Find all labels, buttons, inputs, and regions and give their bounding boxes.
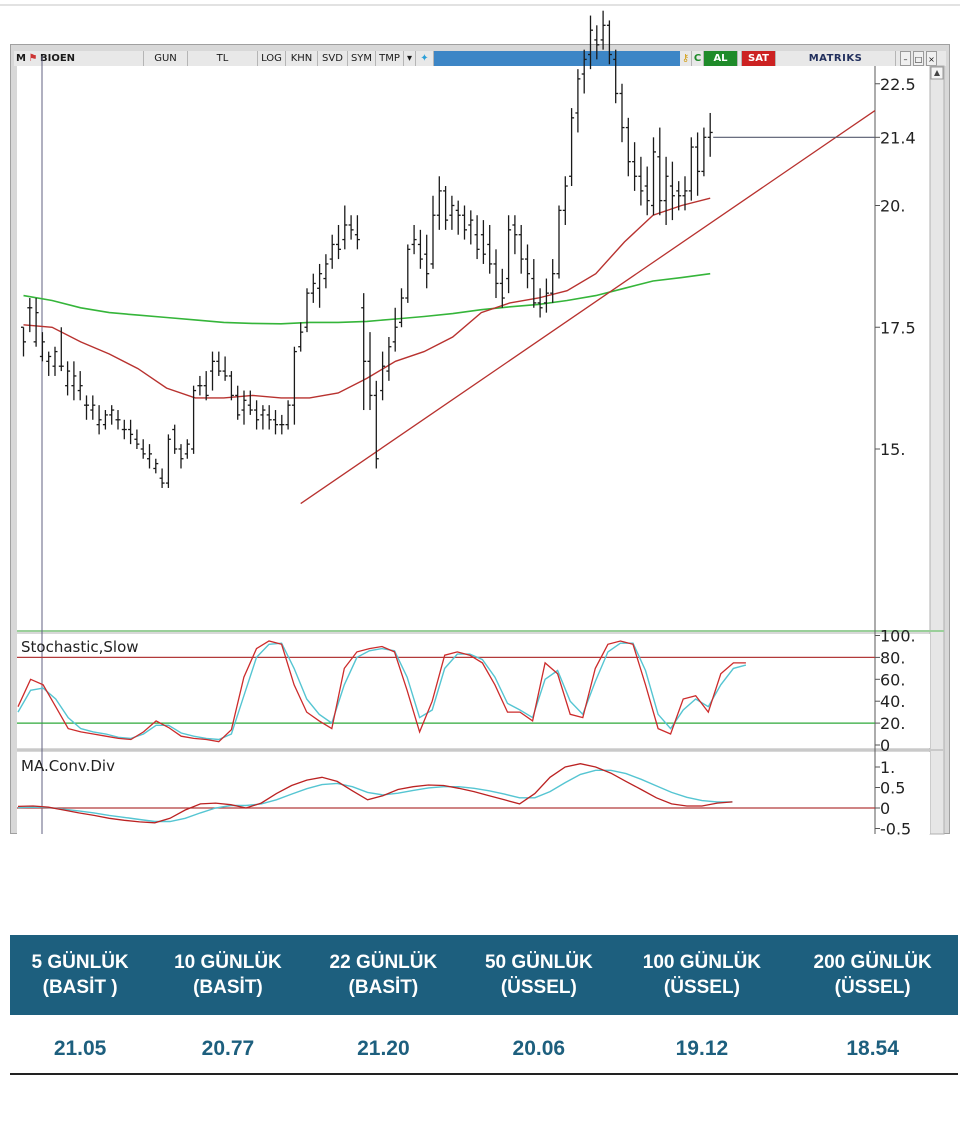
trendline-path [300, 109, 876, 505]
ma-long-line-path [23, 272, 711, 325]
ma-header-22: 22 GÜNLÜK (BASİT) [305, 935, 462, 1015]
ma-header-50: 50 GÜNLÜK (ÜSSEL) [461, 935, 617, 1015]
ma-value-10: 20.77 [150, 1018, 306, 1080]
btn-tmp[interactable]: TMP [376, 51, 404, 66]
stoch-tick-label: 80. [880, 648, 905, 667]
ma-header-5: 5 GÜNLÜK (BASİT ) [10, 935, 151, 1015]
stoch-title: Stochastic,Slow [21, 638, 139, 656]
macd-panel-bg [17, 752, 930, 834]
ma-long-line [23, 272, 711, 325]
buy-button[interactable]: AL [704, 51, 738, 66]
price-tick-label: 17.5 [880, 318, 916, 337]
lock-icon[interactable]: ⚷ [680, 51, 692, 66]
stoch-tick-label: 40. [880, 692, 905, 711]
ma-value-22: 21.20 [305, 1018, 462, 1080]
brand-label: MATRIKS [776, 51, 896, 66]
ma-short-line-path [23, 197, 711, 399]
chart-toolbar: M ⚑ BIOEN GUN TL LOG KHN SVD SYM TMP ▾ ✦… [14, 51, 946, 66]
ma-value-100: 19.12 [616, 1018, 788, 1080]
macd-signal-line [17, 769, 733, 823]
moving-average-table: 5 GÜNLÜK (BASİT ) 10 GÜNLÜK (BASİT) 22 GÜN… [10, 935, 958, 1080]
twitter-icon[interactable]: ✦ [416, 51, 434, 66]
stoch-panel-bg [17, 634, 930, 748]
btn-tl[interactable]: TL [188, 51, 258, 66]
stoch-d-line [17, 642, 747, 741]
price-tick-label: 21.4 [880, 128, 916, 147]
ma-header-100: 100 GÜNLÜK (ÜSSEL) [616, 935, 788, 1015]
btn-khn[interactable]: KHN [286, 51, 318, 66]
trendline [300, 109, 876, 505]
macd-title: MA.Conv.Div [21, 757, 115, 775]
macd-line [17, 763, 733, 824]
stoch-tick-label: 20. [880, 714, 905, 733]
price-tick-label: 22.5 [880, 75, 916, 94]
price-bars [21, 10, 713, 488]
flag-icon[interactable]: ⚑ [28, 53, 38, 64]
sell-button[interactable]: SAT [742, 51, 776, 66]
top-rule [0, 4, 960, 6]
dropdown-arrow-icon[interactable]: ▾ [404, 51, 416, 66]
ma-header-200: 200 GÜNLÜK (ÜSSEL) [787, 935, 958, 1015]
table-bottom-rule [10, 1073, 958, 1075]
ma-value-200: 18.54 [787, 1018, 958, 1080]
stoch-tick-label: 0 [880, 736, 890, 755]
maximize-icon[interactable]: □ [913, 51, 924, 66]
stoch-k-line [17, 640, 746, 743]
btn-sym[interactable]: SYM [348, 51, 376, 66]
macd-tick-label: 0 [880, 799, 890, 818]
macd-tick-label: -0.5 [880, 820, 911, 839]
macd-tick-label: 1. [880, 758, 895, 777]
stochastic-panel: 100. 80. 60. 40. 20. 0 [17, 627, 916, 755]
c-button[interactable]: C [692, 51, 704, 66]
stoch-tick-label: 60. [880, 670, 905, 689]
macd-tick-label: 0.5 [880, 779, 905, 798]
price-plot-bg [17, 66, 875, 630]
ma-table-header-row: 5 GÜNLÜK (BASİT ) 10 GÜNLÜK (BASİT) 22 GÜN… [10, 935, 958, 1015]
symbol-label[interactable]: BIOEN [38, 51, 144, 66]
ma-value-50: 20.06 [461, 1018, 617, 1080]
price-y-axis: 25.22.521.420.17.515. [875, 75, 916, 459]
macd-panel: 1. 0.50 -0.5 [17, 758, 911, 839]
scroll-up-arrow-icon [934, 70, 940, 76]
btn-log[interactable]: LOG [258, 51, 286, 66]
ma-value-5: 21.05 [10, 1018, 151, 1080]
menu-m-label[interactable]: M [16, 53, 26, 64]
price-tick-label: 15. [880, 440, 905, 459]
btn-svd[interactable]: SVD [318, 51, 348, 66]
minimize-icon[interactable]: – [900, 51, 911, 66]
ma-header-10: 10 GÜNLÜK (BASİT) [150, 935, 306, 1015]
toolbar-fill [434, 51, 680, 66]
chart-canvas: 25.22.521.420.17.515. 100.80.60.40.20.0 … [17, 10, 945, 839]
btn-gun[interactable]: GUN [144, 51, 188, 66]
price-tick-label: 20. [880, 197, 905, 216]
ma-table-value-row: 21.05 20.77 21.20 20.06 19.12 18.54 [10, 1018, 958, 1080]
ma-short-line [23, 197, 711, 399]
vertical-scrollbar[interactable] [929, 65, 945, 835]
stoch-tick-label: 100. [880, 627, 916, 646]
